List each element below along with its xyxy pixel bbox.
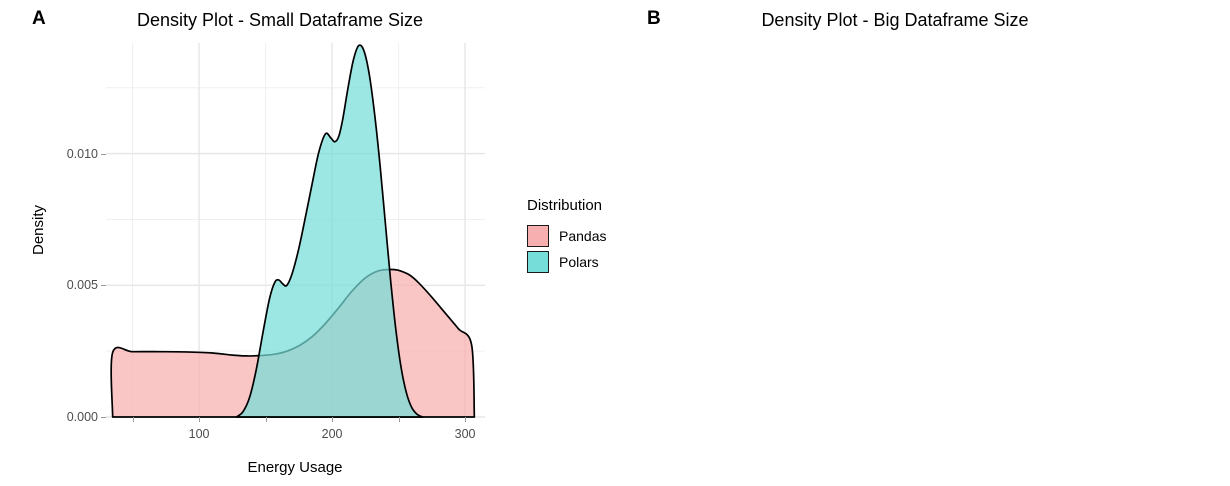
density-area-polars bbox=[236, 45, 423, 417]
xtick-mark bbox=[465, 417, 467, 422]
ytick-label: 0.000 bbox=[66, 410, 98, 424]
panel-a-title: Density Plot - Small Dataframe Size bbox=[136, 10, 424, 30]
legend-key-pandas-icon bbox=[527, 224, 549, 247]
xtick-label: 200 bbox=[321, 427, 343, 441]
xtick-mark bbox=[398, 417, 400, 422]
legend-a-label-polars: Polars bbox=[559, 253, 599, 270]
xtick-mark bbox=[332, 417, 334, 422]
panel-a: A Density Plot - Small Dataframe Size 0.… bbox=[30, 8, 606, 476]
xtick-mark bbox=[199, 417, 201, 422]
density-curve-polars bbox=[236, 45, 422, 417]
ytick-mark bbox=[101, 285, 106, 287]
ytick-label: 0.010 bbox=[66, 146, 98, 161]
legend-a-label-pandas: Pandas bbox=[559, 227, 607, 244]
legend-a-item-pandas[interactable]: Pandas bbox=[527, 223, 606, 248]
xtick-mark bbox=[132, 417, 134, 422]
ytick-mark bbox=[101, 153, 106, 155]
panel-b-tag: B bbox=[647, 8, 661, 29]
legend-a: Distribution Pandas Polars bbox=[527, 197, 606, 275]
density-chart-a bbox=[106, 43, 485, 417]
plot-area-a bbox=[106, 43, 485, 417]
ytick-mark bbox=[101, 417, 106, 418]
legend-a-item-polars[interactable]: Polars bbox=[527, 249, 606, 274]
panel-b: B Density Plot - Big Dataframe Size 0.00… bbox=[615, 0, 1230, 486]
xtick-label: 300 bbox=[454, 427, 476, 441]
panel-a-xaxis-title: Energy Usage bbox=[247, 459, 343, 476]
legend-a-title: Distribution bbox=[527, 197, 603, 214]
panel-b-title: Density Plot - Big Dataframe Size bbox=[761, 10, 1029, 30]
xtick-label: 100 bbox=[188, 427, 210, 441]
legend-key-polars-icon bbox=[527, 250, 549, 273]
panel-a-yaxis-title: Density bbox=[30, 204, 47, 256]
panel-a-tag: A bbox=[32, 8, 46, 29]
ytick-label: 0.005 bbox=[66, 278, 98, 293]
xtick-mark bbox=[265, 417, 267, 422]
